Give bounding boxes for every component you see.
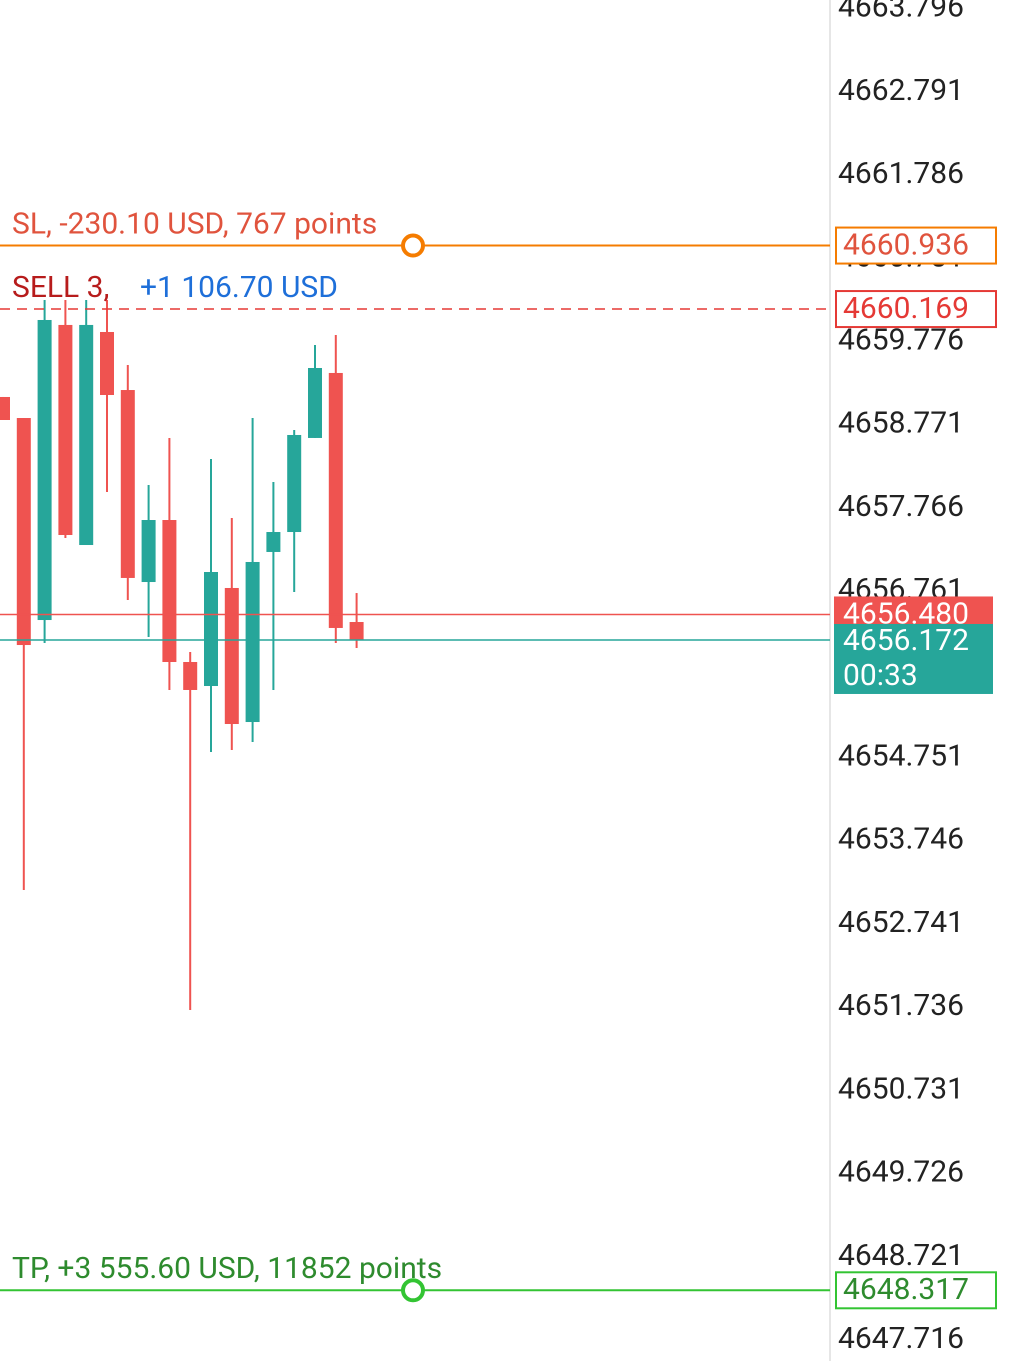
- candle-body: [100, 331, 114, 395]
- candle-body: [79, 324, 94, 546]
- bid-timer: 00:33: [843, 658, 918, 693]
- y-tick-label: 4647.716: [838, 1321, 964, 1356]
- candle-body: [0, 396, 10, 420]
- sl-price: 4660.936: [843, 227, 969, 262]
- sl-box: [835, 226, 997, 265]
- position-profit: +1 106.70 USD: [140, 270, 338, 305]
- tp-box: [835, 1271, 997, 1310]
- candle-body: [16, 418, 31, 646]
- candle-body: [266, 532, 281, 552]
- y-tick-label: 4659.776: [838, 323, 964, 358]
- candle-body: [37, 319, 52, 621]
- candle-body: [287, 434, 302, 533]
- y-tick-label: 4657.766: [838, 489, 964, 524]
- y-tick-label: 4662.791: [838, 73, 964, 108]
- y-tick-label: 4648.721: [838, 1238, 964, 1273]
- position-side: SELL 3,: [12, 270, 109, 305]
- y-tick-label: 4650.731: [838, 1071, 964, 1106]
- candle-body: [245, 561, 260, 723]
- y-tick-label: 4652.741: [838, 905, 964, 940]
- candle-body: [308, 368, 322, 438]
- candle-body: [58, 324, 73, 535]
- position-box: [835, 290, 997, 329]
- position-price: 4660.169: [843, 291, 969, 326]
- candle-body: [328, 372, 343, 628]
- candle-body: [349, 622, 364, 640]
- candle-body: [162, 520, 177, 662]
- candle-body: [224, 587, 239, 725]
- candle-body: [120, 390, 135, 578]
- tp-label: TP, +3 555.60 USD, 11852 points: [12, 1251, 442, 1286]
- y-tick-label: 4649.726: [838, 1155, 964, 1190]
- sl-label: SL, -230.10 USD, 767 points: [12, 206, 377, 241]
- candle-body: [204, 572, 218, 687]
- y-tick-label: 4653.746: [838, 822, 964, 857]
- y-tick-label: 4651.736: [838, 988, 964, 1023]
- y-tick-label: 4663.796: [838, 0, 964, 25]
- y-tick-label: 4658.771: [838, 406, 964, 441]
- y-tick-label: 4661.786: [838, 156, 964, 191]
- tp-handle: [401, 1278, 425, 1303]
- y-tick-label: 4654.751: [838, 739, 964, 774]
- tp-price: 4648.317: [843, 1272, 969, 1307]
- candle-body: [141, 520, 156, 583]
- sl-handle: [401, 233, 425, 258]
- candle-body: [183, 661, 198, 690]
- bid-box: [834, 623, 993, 694]
- bid-price: 4656.172: [843, 623, 969, 658]
